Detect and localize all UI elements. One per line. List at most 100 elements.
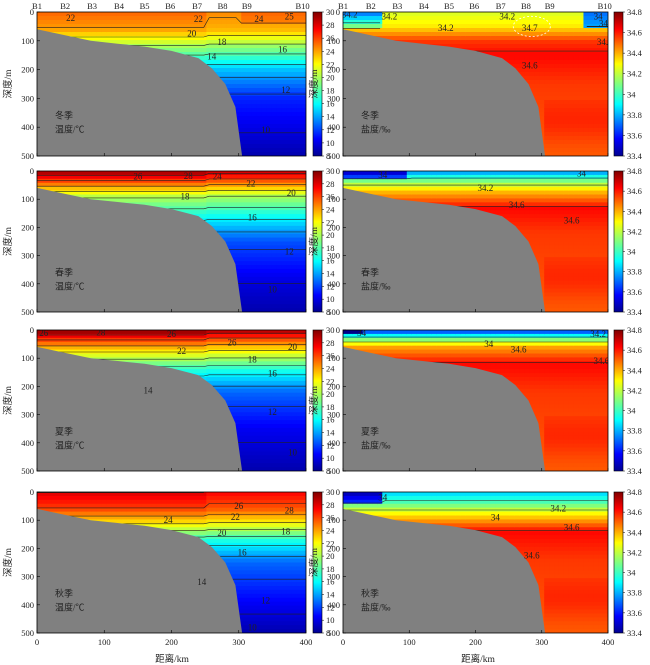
field-cell [539, 124, 545, 129]
field-cell [261, 12, 267, 17]
field-cell [256, 152, 262, 156]
field-cell [61, 16, 68, 21]
field-cell [126, 16, 133, 21]
field-cell [216, 56, 222, 61]
field-cell [416, 24, 423, 29]
field-cell [558, 92, 565, 97]
field-cell [286, 48, 292, 53]
field-cell [578, 100, 585, 105]
field-cell [231, 64, 237, 69]
field-cell [201, 56, 207, 61]
field-cell [446, 20, 452, 25]
field-cell [101, 16, 108, 21]
field-cell [276, 60, 282, 65]
field-cell [256, 140, 262, 145]
field-cell [411, 20, 418, 25]
field-cell [281, 76, 287, 81]
field-cell [500, 16, 506, 21]
field-cell [539, 72, 545, 77]
field-cell [276, 24, 282, 29]
field-cell [539, 48, 545, 53]
field-cell [446, 36, 452, 41]
field-cell [91, 194, 98, 200]
field-cell [211, 32, 217, 37]
field-cell [266, 96, 272, 101]
field-cell [568, 60, 575, 65]
field-cell [573, 64, 580, 69]
field-cell [236, 32, 242, 37]
field-cell [291, 96, 297, 101]
field-cell [347, 16, 354, 21]
colorbar-tick-label: 34.4 [627, 48, 643, 58]
field-cell [387, 28, 393, 33]
field-cell [116, 194, 123, 200]
field-cell [436, 24, 442, 29]
field-cell [568, 136, 575, 141]
field-cell [106, 174, 113, 180]
field-cell [231, 96, 237, 101]
field-cell [549, 128, 555, 133]
field-cell [301, 60, 306, 65]
field-cell [301, 144, 306, 149]
field-cell [347, 20, 354, 25]
station-label: B4 [419, 1, 430, 11]
field-cell [281, 64, 287, 69]
field-cell [558, 96, 565, 101]
field-cell [251, 136, 257, 141]
field-cell [161, 178, 168, 184]
field-cell [534, 24, 540, 29]
field-cell [421, 28, 428, 33]
field-cell [301, 76, 306, 81]
field-cell [191, 12, 198, 17]
field-cell [519, 28, 526, 33]
field-cell [226, 56, 232, 61]
field-cell [111, 16, 118, 21]
field-cell [396, 20, 403, 25]
field-cell [56, 182, 63, 188]
field-cell [554, 28, 560, 33]
field-cell [539, 104, 545, 109]
field-cell [578, 96, 585, 101]
field-cell [211, 16, 217, 21]
field-cell [266, 64, 272, 69]
field-cell [261, 148, 267, 153]
field-cell [46, 24, 53, 29]
field-cell [519, 56, 526, 61]
field-cell [563, 72, 570, 77]
field-cell [583, 116, 589, 121]
field-cell [544, 20, 550, 25]
field-cell [568, 140, 575, 145]
field-cell [568, 144, 575, 149]
field-cell [276, 128, 282, 133]
field-cell [291, 68, 297, 73]
field-cell [241, 88, 247, 93]
field-cell [465, 28, 472, 33]
field-cell [66, 174, 73, 180]
field-cell [509, 56, 516, 61]
field-cell [276, 20, 282, 25]
field-cell [534, 84, 540, 89]
field-cell [583, 32, 589, 37]
field-cell [603, 64, 608, 69]
field-cell [593, 116, 599, 121]
field-cell [593, 96, 599, 101]
field-cell [286, 20, 292, 25]
field-cell [603, 40, 608, 45]
field-cell [598, 84, 604, 89]
field-cell [61, 178, 68, 184]
field-cell [241, 152, 247, 156]
field-cell [141, 16, 148, 21]
field-cell [460, 16, 467, 21]
field-cell [196, 40, 202, 45]
field-cell [211, 64, 217, 69]
field-cell [514, 60, 521, 65]
field-cell [241, 100, 247, 105]
field-cell [514, 20, 521, 25]
field-cell [96, 28, 103, 33]
field-cell [256, 96, 262, 101]
field-cell [146, 182, 153, 188]
field-cell [485, 28, 491, 33]
field-cell [554, 68, 560, 73]
field-cell [206, 24, 212, 29]
